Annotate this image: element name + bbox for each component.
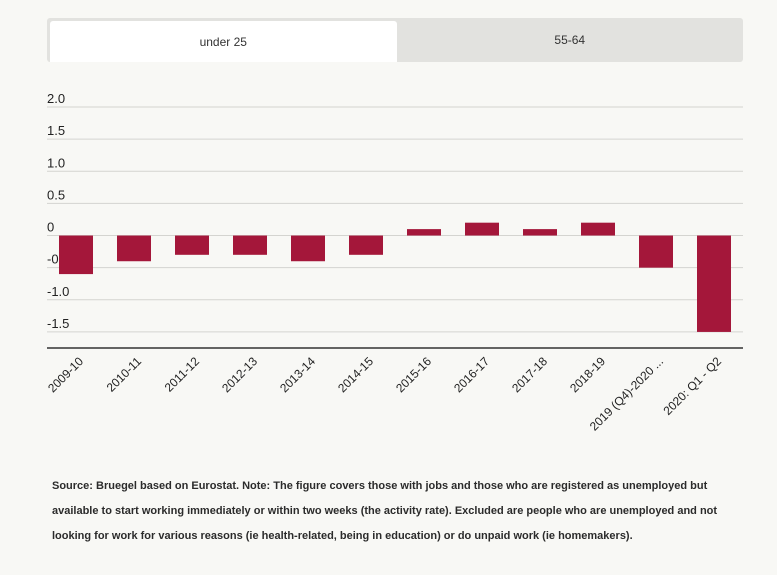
- y-tick-label: -1.5: [47, 316, 69, 331]
- x-tick-label: 2009-10: [45, 354, 86, 395]
- bar: [639, 235, 673, 268]
- x-tick-label: 2015-16: [393, 354, 434, 395]
- x-tick-label: 2017-18: [509, 354, 550, 395]
- tab-55-64[interactable]: 55-64: [554, 33, 586, 47]
- y-tick-label: 1.0: [47, 155, 65, 170]
- bar: [523, 229, 557, 236]
- x-tick-label: 2012-13: [219, 354, 260, 395]
- x-tick-label: 2016-17: [451, 354, 492, 395]
- bar: [175, 235, 209, 255]
- x-tick-label: 2011-12: [162, 354, 203, 395]
- bar: [291, 235, 325, 262]
- bar: [349, 235, 383, 255]
- x-tick-label: 2020: Q1 - Q2: [660, 354, 724, 418]
- x-tick-label: 2014-15: [335, 354, 376, 395]
- y-tick-label: 2.0: [47, 91, 65, 106]
- bar: [59, 235, 93, 275]
- x-tick-label: 2013-14: [277, 354, 318, 395]
- y-tick-label: 1.5: [47, 123, 65, 138]
- bar: [233, 235, 267, 255]
- bar: [407, 229, 441, 236]
- x-tick-label: 2010-11: [104, 354, 145, 395]
- tab-bar: under 25 55-64: [47, 18, 743, 62]
- tab-under-25[interactable]: under 25: [50, 21, 397, 62]
- source-note: Source: Bruegel based on Eurostat. Note:…: [52, 480, 718, 542]
- bar: [581, 222, 615, 236]
- bar: [465, 222, 499, 236]
- bar: [697, 235, 731, 332]
- y-tick-label: -1.0: [47, 284, 69, 299]
- y-tick-label: 0: [47, 220, 54, 235]
- bar: [117, 235, 151, 262]
- x-tick-label: 2018-19: [567, 354, 608, 395]
- y-tick-label: 0.5: [47, 187, 65, 202]
